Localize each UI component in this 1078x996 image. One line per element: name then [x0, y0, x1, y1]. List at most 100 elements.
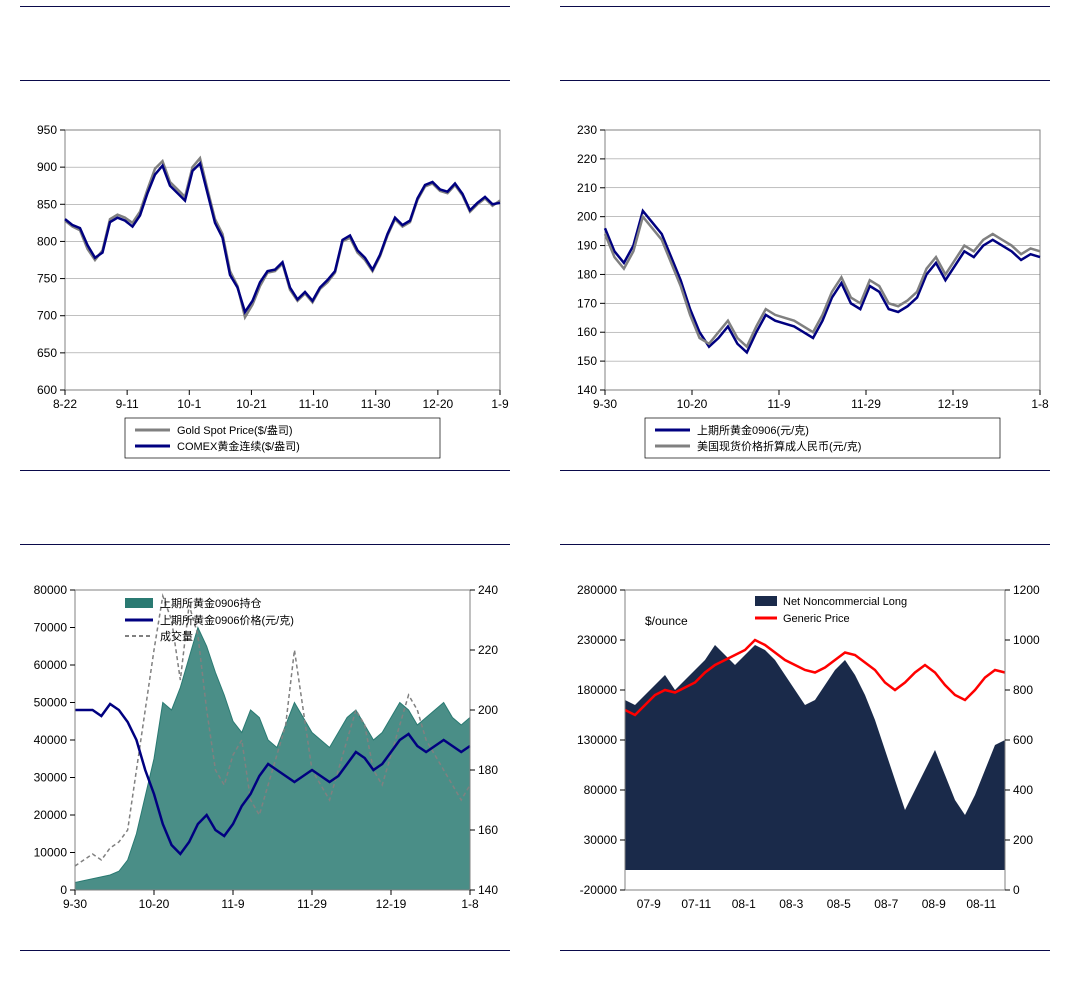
- svg-text:140: 140: [577, 383, 597, 397]
- svg-text:800: 800: [1013, 683, 1033, 697]
- svg-text:08-5: 08-5: [827, 897, 851, 911]
- svg-text:1-8: 1-8: [461, 897, 479, 911]
- divider: [560, 470, 1050, 471]
- svg-text:11-29: 11-29: [851, 397, 881, 411]
- svg-text:12-19: 12-19: [938, 397, 969, 411]
- divider: [20, 470, 510, 471]
- svg-text:700: 700: [37, 309, 57, 323]
- svg-text:Generic Price: Generic Price: [783, 613, 850, 625]
- svg-text:8-22: 8-22: [53, 397, 77, 411]
- divider: [20, 80, 510, 81]
- svg-text:800: 800: [37, 234, 57, 248]
- svg-text:150: 150: [577, 354, 597, 368]
- chart-grid: 6006507007508008509009508-229-1110-110-2…: [0, 0, 1078, 996]
- svg-text:Net Noncommercial Long: Net Noncommercial Long: [783, 596, 907, 608]
- svg-text:1000: 1000: [1013, 633, 1040, 647]
- svg-text:220: 220: [478, 643, 498, 657]
- svg-text:650: 650: [37, 346, 57, 360]
- divider: [560, 950, 1050, 951]
- svg-text:10000: 10000: [34, 846, 68, 860]
- svg-text:Gold Spot Price($/盎司): Gold Spot Price($/盎司): [177, 423, 293, 437]
- svg-text:11-29: 11-29: [297, 897, 327, 911]
- chart-shfe-gold-rmb: 140 150 160 170 180 190 200 210 220 230 9-30 10-20 1…: [560, 120, 1050, 460]
- svg-text:10-21: 10-21: [236, 397, 267, 411]
- svg-text:9-11: 9-11: [116, 397, 139, 411]
- svg-text:COMEX黄金连续($/盎司): COMEX黄金连续($/盎司): [177, 439, 300, 453]
- svg-text:10-1: 10-1: [177, 397, 201, 411]
- svg-text:80000: 80000: [584, 783, 618, 797]
- svg-text:180000: 180000: [577, 683, 617, 697]
- svg-text:80000: 80000: [34, 583, 68, 597]
- svg-text:11-10: 11-10: [299, 397, 329, 411]
- svg-text:400: 400: [1013, 783, 1033, 797]
- svg-text:190: 190: [577, 239, 597, 253]
- divider: [560, 6, 1050, 7]
- svg-text:280000: 280000: [577, 583, 617, 597]
- svg-text:08-9: 08-9: [922, 897, 946, 911]
- svg-text:30000: 30000: [34, 771, 68, 785]
- svg-text:70000: 70000: [34, 621, 68, 635]
- divider: [560, 80, 1050, 81]
- svg-text:600: 600: [37, 383, 57, 397]
- svg-text:上期所黄金0906(元/克): 上期所黄金0906(元/克): [697, 423, 809, 437]
- svg-text:850: 850: [37, 197, 57, 211]
- chart-shfe-oi-volume: 0 10000 20000 30000 40000 50000 60000 70000 8000…: [20, 580, 510, 930]
- svg-text:950: 950: [37, 123, 57, 137]
- svg-text:10-20: 10-20: [677, 397, 708, 411]
- chart4-svg: -200003000080000130000180000230000280000…: [560, 580, 1050, 930]
- svg-text:240: 240: [478, 583, 498, 597]
- svg-text:上期所黄金0906持仓: 上期所黄金0906持仓: [160, 596, 261, 610]
- svg-text:-20000: -20000: [580, 883, 618, 897]
- svg-text:9-30: 9-30: [593, 397, 617, 411]
- svg-text:140: 140: [478, 883, 498, 897]
- divider: [560, 544, 1050, 545]
- svg-text:08-11: 08-11: [966, 897, 996, 911]
- divider: [20, 544, 510, 545]
- svg-text:成交量: 成交量: [160, 629, 193, 643]
- divider: [20, 6, 510, 7]
- svg-text:07-9: 07-9: [637, 897, 661, 911]
- svg-text:0: 0: [60, 883, 67, 897]
- svg-text:0: 0: [1013, 883, 1020, 897]
- svg-text:07-11: 07-11: [681, 897, 711, 911]
- svg-text:11-30: 11-30: [361, 397, 391, 411]
- svg-text:900: 900: [37, 160, 57, 174]
- divider: [20, 950, 510, 951]
- svg-text:美国现货价格折算成人民币(元/克): 美国现货价格折算成人民币(元/克): [697, 439, 861, 453]
- svg-text:08-3: 08-3: [779, 897, 803, 911]
- svg-text:12-19: 12-19: [376, 897, 407, 911]
- svg-text:200: 200: [577, 210, 597, 224]
- chart2-svg: 140 150 160 170 180 190 200 210 220 230 9-30 10-20 1…: [560, 120, 1050, 460]
- svg-text:60000: 60000: [34, 658, 68, 672]
- svg-text:$/ounce: $/ounce: [645, 614, 688, 628]
- svg-text:230: 230: [577, 123, 597, 137]
- chart3-svg: 0 10000 20000 30000 40000 50000 60000 70000 8000…: [20, 580, 510, 930]
- svg-text:1-9: 1-9: [491, 397, 509, 411]
- svg-text:20000: 20000: [34, 808, 68, 822]
- svg-text:1200: 1200: [1013, 583, 1040, 597]
- chart-net-noncommercial: -200003000080000130000180000230000280000…: [560, 580, 1050, 930]
- svg-text:220: 220: [577, 152, 597, 166]
- svg-text:12-20: 12-20: [423, 397, 454, 411]
- chart1-svg: 6006507007508008509009508-229-1110-110-2…: [20, 120, 510, 460]
- svg-text:9-30: 9-30: [63, 897, 87, 911]
- svg-text:11-9: 11-9: [221, 897, 244, 911]
- svg-text:上期所黄金0906价格(元/克): 上期所黄金0906价格(元/克): [160, 613, 294, 627]
- svg-text:11-9: 11-9: [767, 397, 790, 411]
- svg-text:170: 170: [577, 296, 597, 310]
- chart-gold-spot-comex: 6006507007508008509009508-229-1110-110-2…: [20, 120, 510, 460]
- svg-text:200: 200: [478, 703, 498, 717]
- svg-text:160: 160: [478, 823, 498, 837]
- svg-text:160: 160: [577, 325, 597, 339]
- svg-text:180: 180: [478, 763, 498, 777]
- svg-text:210: 210: [577, 181, 597, 195]
- svg-text:180: 180: [577, 267, 597, 281]
- svg-text:1-8: 1-8: [1031, 397, 1049, 411]
- svg-text:10-20: 10-20: [139, 897, 170, 911]
- svg-text:08-1: 08-1: [732, 897, 756, 911]
- svg-text:200: 200: [1013, 833, 1033, 847]
- svg-text:130000: 130000: [577, 733, 617, 747]
- svg-text:50000: 50000: [34, 696, 68, 710]
- svg-text:30000: 30000: [584, 833, 618, 847]
- svg-text:40000: 40000: [34, 733, 68, 747]
